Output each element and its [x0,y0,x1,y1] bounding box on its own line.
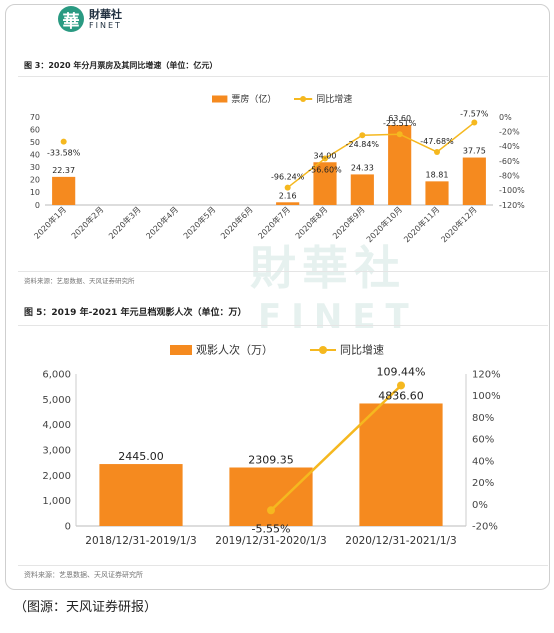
watermark-en: FINET [258,297,419,337]
chart1-y2tick-label: -20% [499,127,520,136]
chart2-legend-line-label: 同比增速 [340,343,384,357]
chart2-xtick-label: 2019/12/31-2020/1/3 [215,535,326,547]
finet-logo: 華 財華社 FINET [58,6,122,32]
chart1-ytick-label: 40 [30,151,40,160]
chart1-bar [276,202,300,205]
chart1-growth-line [287,121,475,189]
chart2-bar-value-label: 2445.00 [118,450,164,463]
chart2-bar-value-label: 4836.60 [378,389,424,402]
chart1-source: 资料来源：艺恩数据、天风证券研究所 [24,277,135,285]
chart1-bar [52,176,76,205]
chart2-xtick-label: 2020/12/31-2021/1/3 [345,535,456,547]
chart2-growth-value-label: 109.44% [377,365,426,378]
chart2-y2tick-label: 60% [472,435,494,446]
chart2-bar [229,467,313,526]
chart1-source-rule [18,271,548,272]
chart1-bar [313,162,337,205]
chart2-xtick-label: 2018/12/31-2019/1/3 [85,535,196,547]
chart1-growth-point [284,184,291,191]
chart1-growth-point [359,132,366,139]
chart2-y2tick-label: 100% [472,391,501,402]
chart1-bar [462,157,486,205]
chart2-growth-point [267,506,275,515]
logo-text: 財華社 FINET [89,9,122,30]
chart1-growth-value-label: -96.24% [271,173,305,182]
chart1-bar-value-label: 18.81 [426,170,449,179]
chart1-growth-point [322,155,328,162]
image-caption: （图源：天风证券研报） [14,600,158,615]
chart2-y2tick-label: -20% [472,522,498,533]
chart2-legend-line-marker [319,346,327,354]
chart1-title: 图 3：2020 年分月票房及其同比增速（单位：亿元） [24,61,218,70]
chart2-ytick-label: 5,000 [42,395,71,406]
chart1-ytick-label: 10 [30,188,40,197]
chart1-legend-line-marker [300,96,307,102]
chart1-bar-value-label: 37.75 [463,147,486,156]
chart2-growth-value-label: -5.55% [252,522,291,535]
chart2-ytick-label: 1,000 [42,496,71,507]
chart2-growth-line [270,384,402,512]
chart2-bar [99,464,183,526]
chart1-growth-value-label: -23.51% [383,119,417,128]
chart1-growth-value-label: -33.58% [47,149,81,158]
logo-mark: 華 [58,6,84,32]
chart1-legend-line-label: 同比增速 [316,93,352,105]
chart2-source: 资料来源：艺恩数据、天风证券研究所 [24,571,143,579]
chart1-ytick-label: 60 [30,125,40,134]
chart1-growth-value-label: -24.84% [346,140,380,149]
chart1-y2tick-label: -40% [499,142,520,151]
chart2-y2tick-label: 80% [472,413,494,424]
chart1-ytick-label: 50 [30,138,40,147]
chart2-title: 图 5：2019 年-2021 年元旦档观影人次（单位：万） [24,308,247,318]
watermark-cn: 財華社 [250,241,406,295]
chart2-y2tick-label: 20% [472,478,494,489]
chart1-growth-point [60,138,67,145]
chart1-bar [388,125,412,205]
chart2-ytick-label: 3,000 [42,446,71,457]
chart1-bar [350,174,374,205]
chart1-growth-point [471,119,478,126]
chart2-y2tick-label: 0% [472,500,488,511]
logo-name-cn: 財華社 [89,7,122,21]
chart1-y2tick-label: -120% [499,201,525,210]
chart1-title-rule [18,76,548,77]
chart2-ytick-label: 2,000 [42,471,71,482]
chart1-legend-bar-swatch [212,95,228,103]
chart1-legend-bar-label: 票房（亿） [231,93,276,105]
chart1-ytick-label: 70 [30,113,40,122]
chart1-bar [425,181,449,205]
chart1-bar-value-label: 2.16 [279,191,297,200]
chart1-bar-value-label: 34.00 [314,151,337,160]
chart1-bar-value-label: 22.37 [52,166,75,175]
chart2-y2tick-label: 40% [472,456,494,467]
chart2-legend-bar-label: 观影人次（万） [196,343,273,357]
logo-name-en: FINET [89,20,122,30]
chart1-bar-value-label: 63.60 [388,114,411,123]
chart1-growth-value-label: -47.68% [420,137,454,146]
chart1-growth-point [434,148,440,155]
chart2-title-rule [18,325,548,326]
chart2-ytick-label: 0 [65,522,71,533]
chart1-growth-value-label: -56.60% [308,166,342,175]
chart1-ytick-label: 30 [30,163,40,172]
chart1-y2tick-label: -60% [499,157,520,166]
chart2-legend-bar-swatch [170,345,192,355]
chart2-source-rule [18,565,548,566]
chart1-bar-value-label: 24.33 [351,163,374,172]
chart1-growth-point [396,131,403,138]
chart2-ytick-label: 4,000 [42,420,71,431]
chart1-ytick-label: 20 [30,176,40,185]
chart1-y2tick-label: -80% [499,171,520,180]
chart1-ytick-label: 0 [35,201,40,210]
chart2-ytick-label: 6,000 [42,370,71,381]
chart2-bar-value-label: 2309.35 [248,453,294,466]
chart2-y2tick-label: 120% [472,370,501,381]
chart1-growth-value-label: -7.57% [460,110,489,119]
chart2-growth-point [397,381,405,390]
chart2-bar [359,403,443,526]
chart1-y2tick-label: 0% [499,113,512,122]
chart1-y2tick-label: -100% [499,186,525,195]
